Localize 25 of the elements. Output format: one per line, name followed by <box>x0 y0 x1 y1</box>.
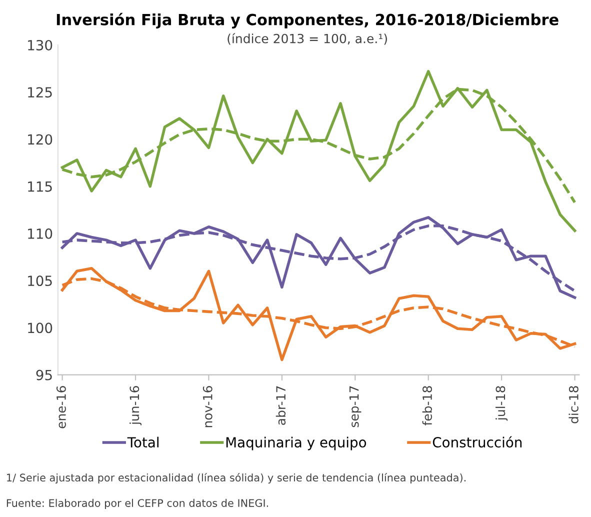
legend-label: Total <box>127 436 158 448</box>
y-tick-label: 100 <box>28 322 52 334</box>
chart-title: Inversión Fija Bruta y Componentes, 2016-2018/Diciembre <box>56 12 558 28</box>
x-tick-label: jun-16 <box>129 386 142 426</box>
text: 1/ Serie ajustada por estacionalidad (línea sólida) y serie de tendencia (línea punteada). <box>7 473 466 484</box>
line-series <box>60 216 576 299</box>
x-tick-label: jul-18 <box>496 386 508 421</box>
x-tick-label: abr-17 <box>276 386 286 425</box>
legend-label: Maquinaria y equipo <box>226 436 366 450</box>
x-tick-label: feb-18 <box>422 386 432 426</box>
x-tick-label: sep-17 <box>349 386 362 428</box>
x-tick-label: nov-16 <box>202 386 212 428</box>
y-tick-label: 95 <box>36 370 52 380</box>
y-tick-label: 125 <box>28 87 52 98</box>
y-tick-label: 130 <box>28 40 52 50</box>
y-tick-label: 115 <box>28 181 52 192</box>
y-tick-label: 110 <box>28 228 52 239</box>
line-series <box>60 266 576 362</box>
y-tick-label: 120 <box>28 134 52 145</box>
legend-label: Construcción <box>432 436 522 448</box>
x-tick-label: dic-18 <box>568 386 578 424</box>
source-note: Fuente: Elaborado por el CEFP con datos de INEGI. <box>6 498 268 509</box>
x-tick-label: ene-16 <box>56 386 66 428</box>
y-tick-label: 105 <box>28 276 52 286</box>
chart-subtitle: (índice 2013 = 100, a.e.¹) <box>228 33 387 45</box>
